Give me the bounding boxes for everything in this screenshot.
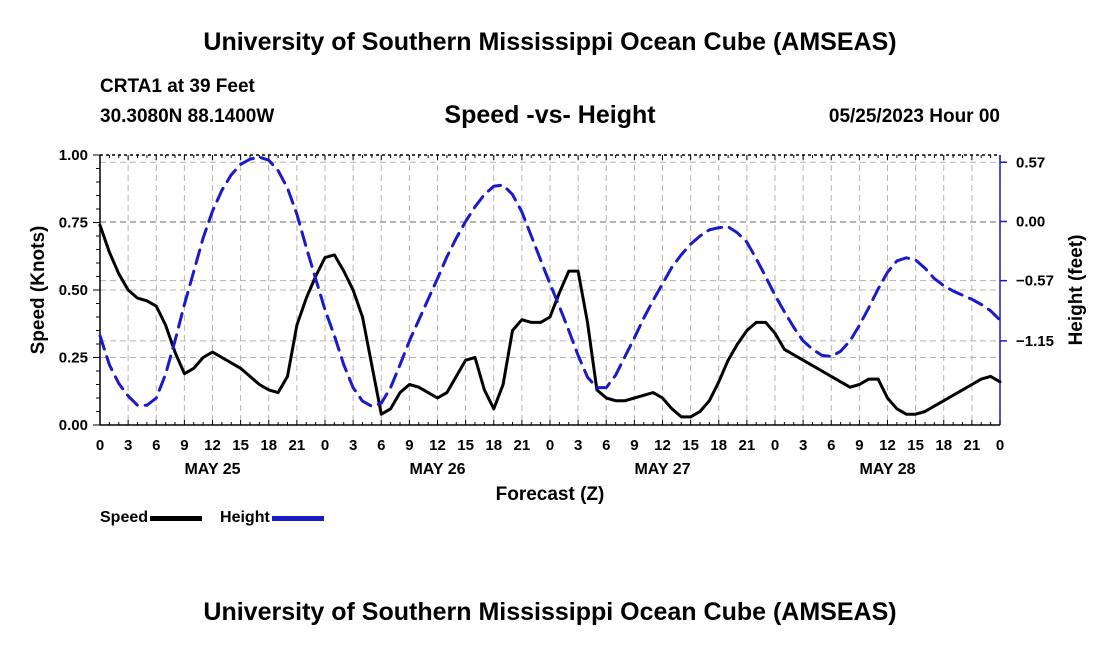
x-tick-label: 21 xyxy=(289,437,306,454)
chart-main-title: University of Southern Mississippi Ocean… xyxy=(203,28,897,56)
x-tick-label: 21 xyxy=(739,437,756,454)
x-tick-label: 12 xyxy=(429,437,446,454)
day-label: MAY 25 xyxy=(184,461,240,478)
x-tick-label: 0 xyxy=(996,437,1004,454)
x-tick-label: 18 xyxy=(710,437,727,454)
x-tick-label: 3 xyxy=(124,437,132,454)
x-tick-label: 6 xyxy=(827,437,835,454)
x-tick-label: 9 xyxy=(855,437,863,454)
x-tick-label: 0 xyxy=(546,437,554,454)
y-tick-label: 0.50 xyxy=(59,282,88,299)
y-tick-label: 0.00 xyxy=(59,417,88,434)
chart-subtitle: Speed -vs- Height xyxy=(444,101,656,129)
legend-height-label: Height xyxy=(220,509,270,526)
legend-speed-swatch xyxy=(150,515,203,521)
x-tick-label: 15 xyxy=(457,437,474,454)
day-label: MAY 26 xyxy=(409,461,465,478)
x-tick-label: 18 xyxy=(260,437,277,454)
x-tick-label: 21 xyxy=(964,437,981,454)
x-tick-label: 0 xyxy=(771,437,779,454)
day-label: MAY 28 xyxy=(859,461,915,478)
x-tick-label: 3 xyxy=(349,437,357,454)
axis-ticks xyxy=(93,154,1007,426)
x-tick-label: 3 xyxy=(574,437,582,454)
forecast-datetime: 05/25/2023 Hour 00 xyxy=(828,106,1000,127)
x-tick-label: 9 xyxy=(630,437,638,454)
station-label: CRTA1 at 39 Feet xyxy=(100,76,255,97)
x-tick-label: 15 xyxy=(682,437,699,454)
x-tick-label: 6 xyxy=(602,437,610,454)
x-tick-label: 6 xyxy=(377,437,385,454)
x-tick-label: 12 xyxy=(879,437,896,454)
station-coordinates: 30.3080N 88.1400W xyxy=(100,106,275,127)
footer-title: University of Southern Mississippi Ocean… xyxy=(203,598,897,626)
x-tick-label: 15 xyxy=(907,437,924,454)
legend-height-swatch xyxy=(271,515,324,521)
x-tick-label: 15 xyxy=(232,437,249,454)
series-line-speed xyxy=(98,223,1002,419)
y2-tick-label: −1.15 xyxy=(1016,333,1054,350)
axis-labels: 0 3 6 9 12 15 18 21 0 3 6 9 12 15 18 21 0 3 6 9 12 15 18 21 0 3 6 9… xyxy=(28,147,1087,505)
x-tick-label: 12 xyxy=(654,437,671,454)
y-tick-label: 0.75 xyxy=(59,215,88,232)
y-tick-label: 0.25 xyxy=(59,350,88,367)
x-tick-label: 9 xyxy=(405,437,413,454)
y2-axis-title: Height (feet) xyxy=(1066,235,1087,346)
y2-tick-label: −0.57 xyxy=(1016,273,1054,290)
y-tick-label: 1.00 xyxy=(59,147,88,164)
y2-tick-label: 0.57 xyxy=(1016,154,1045,171)
x-tick-label: 18 xyxy=(935,437,952,454)
x-tick-label: 18 xyxy=(485,437,502,454)
series-lines xyxy=(98,155,1002,419)
legend-speed-label: Speed xyxy=(100,509,149,526)
x-tick-label: 0 xyxy=(321,437,329,454)
x-tick-label: 0 xyxy=(96,437,104,454)
x-tick-label: 9 xyxy=(180,437,188,454)
x-tick-label: 6 xyxy=(152,437,160,454)
x-tick-label: 12 xyxy=(204,437,221,454)
x-tick-label: 3 xyxy=(799,437,807,454)
legend: Speed Height xyxy=(100,509,324,527)
y2-tick-label: 0.00 xyxy=(1016,213,1045,230)
x-axis-title: Forecast (Z) xyxy=(496,484,605,505)
y-axis-title: Speed (Knots) xyxy=(28,226,49,355)
series-line-height xyxy=(98,155,1002,408)
day-label: MAY 27 xyxy=(634,461,690,478)
x-tick-label: 21 xyxy=(514,437,531,454)
grid-lines xyxy=(100,155,1000,425)
